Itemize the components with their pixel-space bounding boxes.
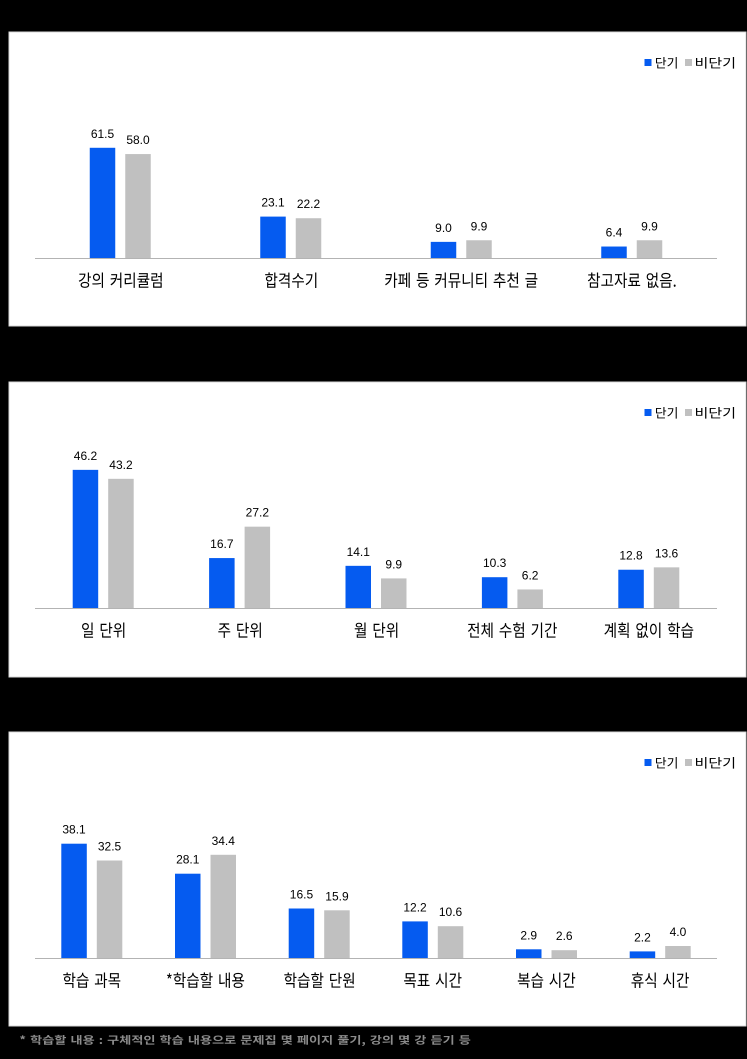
svg-text:2.2: 2.2 <box>634 930 651 944</box>
svg-text:61.5: 61.5 <box>91 127 115 141</box>
svg-text:4.0: 4.0 <box>670 925 687 939</box>
svg-text:2.6: 2.6 <box>556 929 573 943</box>
svg-text:58.0: 58.0 <box>126 133 150 147</box>
svg-text:38.1: 38.1 <box>62 823 86 837</box>
svg-text:10.6: 10.6 <box>439 905 463 919</box>
svg-text:6.2: 6.2 <box>522 568 539 582</box>
svg-text:2.9: 2.9 <box>520 928 537 942</box>
svg-text:28.1: 28.1 <box>176 853 200 867</box>
svg-text:43.2: 43.2 <box>109 458 133 472</box>
svg-text:12.2: 12.2 <box>403 900 427 914</box>
svg-text:13.6: 13.6 <box>655 546 679 560</box>
svg-text:9.0: 9.0 <box>435 221 452 235</box>
svg-text:15.9: 15.9 <box>325 889 349 903</box>
svg-text:22.2: 22.2 <box>297 197 321 211</box>
svg-text:9.9: 9.9 <box>385 557 402 571</box>
svg-text:14.1: 14.1 <box>347 545 371 559</box>
svg-text:9.9: 9.9 <box>641 219 658 233</box>
svg-text:16.5: 16.5 <box>290 888 314 902</box>
svg-text:12.8: 12.8 <box>619 549 643 563</box>
svg-text:27.2: 27.2 <box>246 506 270 520</box>
svg-text:46.2: 46.2 <box>74 449 98 463</box>
svg-text:10.3: 10.3 <box>483 556 507 570</box>
svg-text:16.7: 16.7 <box>210 537 234 551</box>
svg-text:6.4: 6.4 <box>606 226 623 240</box>
svg-text:34.4: 34.4 <box>212 834 236 848</box>
svg-text:9.9: 9.9 <box>471 219 488 233</box>
svg-text:23.1: 23.1 <box>261 196 285 210</box>
svg-text:32.5: 32.5 <box>98 840 122 854</box>
